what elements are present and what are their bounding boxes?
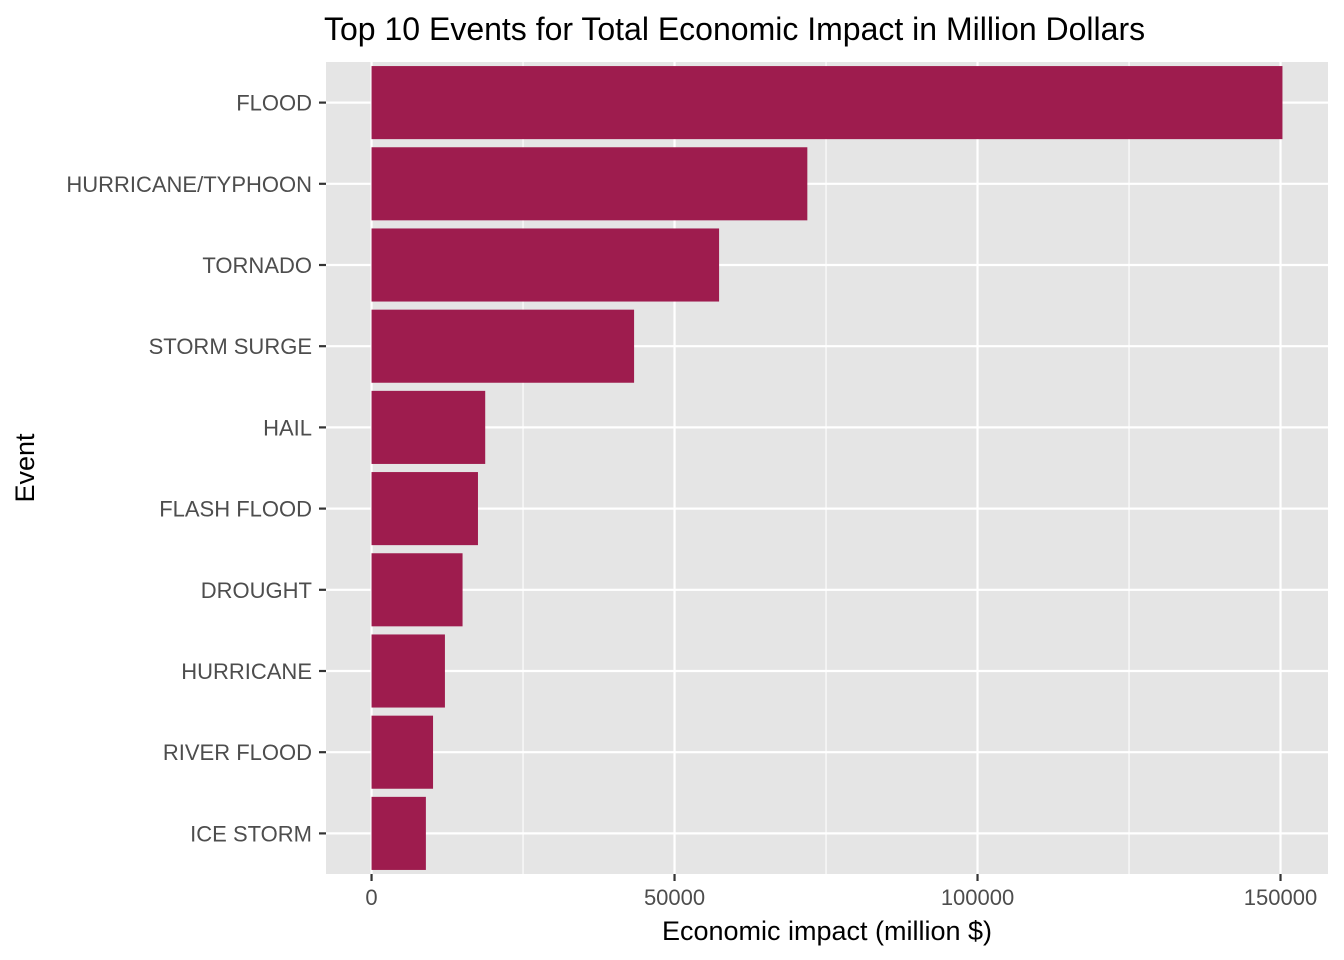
y-tick-label: FLOOD [236,91,312,116]
y-tick-label: DROUGHT [201,578,312,603]
bar [371,553,463,627]
y-tick-label: HURRICANE [181,659,312,684]
y-axis-title: Event [10,433,40,503]
bar [371,796,426,870]
bars [371,66,1283,870]
x-tick-label: 50000 [644,885,705,910]
y-tick-label: ICE STORM [190,821,312,846]
bar [371,228,720,302]
bar [371,66,1283,140]
bar [371,147,808,221]
bar [371,309,635,383]
y-tick-label: TORNADO [202,253,312,278]
y-tick-label: RIVER FLOOD [163,740,312,765]
x-axis: 0 50000 100000 150000 [365,874,1317,910]
x-tick-label: 0 [365,885,377,910]
y-tick-label: HURRICANE/TYPHOON [66,172,312,197]
y-tick-label: STORM SURGE [149,334,312,359]
bar [371,472,478,546]
x-axis-title: Economic impact (million $) [662,916,992,946]
y-axis: FLOOD HURRICANE/TYPHOON TORNADO STORM SURGE… [66,91,326,846]
bar [371,634,445,708]
y-tick-label: HAIL [263,415,312,440]
chart-title: Top 10 Events for Total Economic Impact … [324,11,1145,47]
x-tick-label: 150000 [1244,885,1317,910]
x-tick-label: 100000 [941,885,1014,910]
bar [371,390,486,464]
bar [371,715,434,789]
y-tick-label: FLASH FLOOD [159,497,312,522]
